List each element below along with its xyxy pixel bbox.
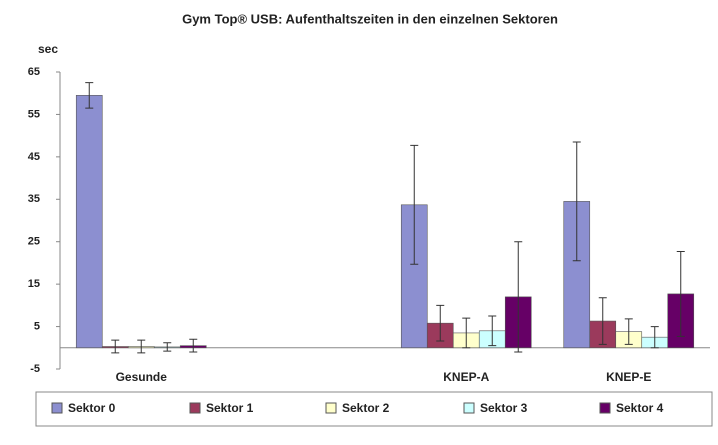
error-bar bbox=[598, 297, 607, 345]
error-bar bbox=[436, 304, 445, 342]
bar bbox=[400, 204, 428, 349]
error-bar bbox=[488, 315, 497, 347]
error-bar bbox=[676, 250, 685, 337]
error-bar bbox=[462, 317, 471, 349]
x-tick-label: KNEP-A bbox=[443, 370, 489, 384]
error-bar bbox=[137, 339, 146, 354]
x-tick-label: Gesunde bbox=[116, 370, 168, 384]
chart-title: Gym Top® USB: Aufenthaltszeiten in den e… bbox=[182, 11, 558, 26]
legend-swatch bbox=[189, 402, 201, 414]
error-bar bbox=[189, 338, 198, 353]
legend-label: Sektor 3 bbox=[480, 401, 528, 415]
error-bar bbox=[624, 318, 633, 345]
error-bar bbox=[650, 326, 659, 349]
bar bbox=[75, 95, 103, 349]
legend-label: Sektor 2 bbox=[342, 401, 390, 415]
y-axis-label: sec bbox=[38, 42, 58, 56]
y-tick-label: 25 bbox=[28, 236, 40, 248]
error-bar bbox=[111, 339, 120, 354]
legend-box bbox=[35, 391, 713, 427]
y-tick-label: 15 bbox=[28, 278, 40, 290]
legend-label: Sektor 0 bbox=[68, 401, 116, 415]
error-bar bbox=[514, 241, 523, 353]
y-tick-label: 65 bbox=[28, 66, 40, 78]
x-tick-label: KNEP-E bbox=[606, 370, 651, 384]
y-tick-label: 55 bbox=[28, 108, 40, 120]
legend-label: Sektor 1 bbox=[206, 401, 254, 415]
legend-swatch bbox=[599, 402, 611, 414]
legend-swatch bbox=[325, 402, 337, 414]
legend-swatch bbox=[463, 402, 475, 414]
error-bar bbox=[85, 82, 94, 109]
error-bar bbox=[163, 342, 172, 352]
y-tick-label: 35 bbox=[28, 193, 40, 205]
legend-label: Sektor 4 bbox=[616, 401, 664, 415]
error-bar bbox=[572, 141, 581, 262]
y-tick-label: 45 bbox=[28, 151, 40, 163]
error-bar bbox=[410, 144, 419, 265]
legend-swatch bbox=[51, 402, 63, 414]
y-tick-label: 5 bbox=[34, 320, 40, 332]
y-tick-label: -5 bbox=[30, 363, 40, 375]
